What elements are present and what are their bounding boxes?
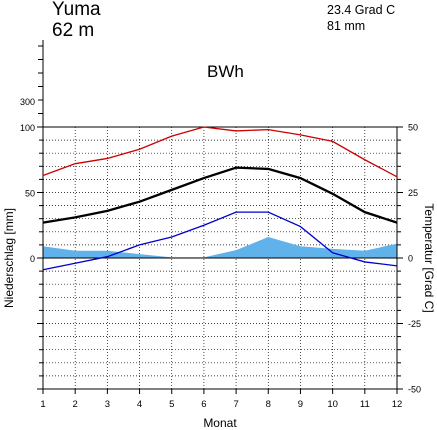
- x-tick-label-8: 9: [298, 399, 303, 410]
- left-tick-label-1: 50: [25, 189, 35, 199]
- annual-temperature: 23.4 Grad C: [327, 3, 396, 17]
- left-axis-label: Niederschlag [mm]: [2, 208, 16, 308]
- x-tick-label-9: 10: [327, 399, 338, 410]
- x-tick-label-1: 2: [73, 399, 78, 410]
- station-elevation: 62 m: [52, 20, 95, 41]
- series-tmin-line: [42, 211, 398, 271]
- station-name: Yuma: [52, 0, 101, 20]
- right-axis-label: Temperatur [Grad C]: [422, 203, 436, 312]
- left-tick-label-0: 0: [30, 254, 35, 264]
- left-tick-label-2: 100: [20, 123, 35, 133]
- series-tmean-line: [42, 166, 398, 224]
- climate-classification: BWh: [207, 62, 244, 81]
- right-tick-label-0: 50: [408, 123, 418, 133]
- right-tick-label-3: -25: [408, 319, 421, 329]
- annual-precipitation: 81 mm: [327, 19, 366, 33]
- right-tick-label-1: 25: [408, 188, 418, 198]
- precipitation-area: [43, 237, 397, 258]
- x-tick-label-6: 7: [233, 399, 238, 410]
- series-tmax-line: [42, 126, 398, 178]
- x-axis-label: Monat: [203, 416, 237, 430]
- right-tick-label-4: -50: [408, 385, 421, 395]
- x-tick-label-3: 4: [137, 399, 142, 410]
- x-tick-label-2: 3: [105, 399, 110, 410]
- x-tick-label-4: 5: [169, 399, 174, 410]
- left-tick-label-3: 300: [20, 97, 35, 107]
- x-tick-label-10: 11: [360, 399, 370, 410]
- x-tick-label-11: 12: [392, 399, 403, 410]
- right-tick-label-2: 0: [408, 254, 413, 264]
- x-tick-label-7: 8: [266, 399, 271, 410]
- x-tick-label-5: 6: [201, 399, 206, 410]
- x-tick-label-0: 1: [40, 399, 45, 410]
